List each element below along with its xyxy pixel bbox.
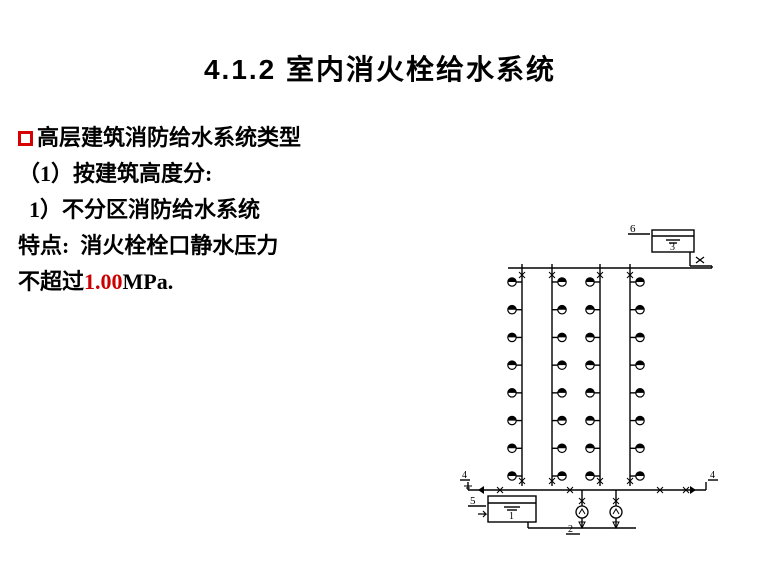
svg-text:5: 5 bbox=[470, 495, 476, 507]
line-heading: 高层建筑消防给水系统类型 bbox=[18, 120, 760, 156]
svg-text:1: 1 bbox=[509, 511, 514, 522]
section-title: 4.1.2 室内消火栓给水系统 bbox=[0, 0, 760, 88]
feature-value: 1.00 bbox=[84, 269, 123, 294]
svg-text:6: 6 bbox=[630, 223, 636, 235]
hydrant-system-diagram: 3644152 bbox=[460, 216, 740, 556]
feature-pre: 不超过 bbox=[18, 269, 84, 294]
feature-post: MPa. bbox=[123, 269, 174, 294]
heading-text: 高层建筑消防给水系统类型 bbox=[37, 125, 301, 150]
bullet-icon bbox=[18, 131, 33, 146]
diagram-svg: 3644152 bbox=[460, 216, 740, 556]
line-item-1: （1）按建筑高度分: bbox=[18, 156, 760, 192]
svg-text:3: 3 bbox=[670, 242, 675, 253]
